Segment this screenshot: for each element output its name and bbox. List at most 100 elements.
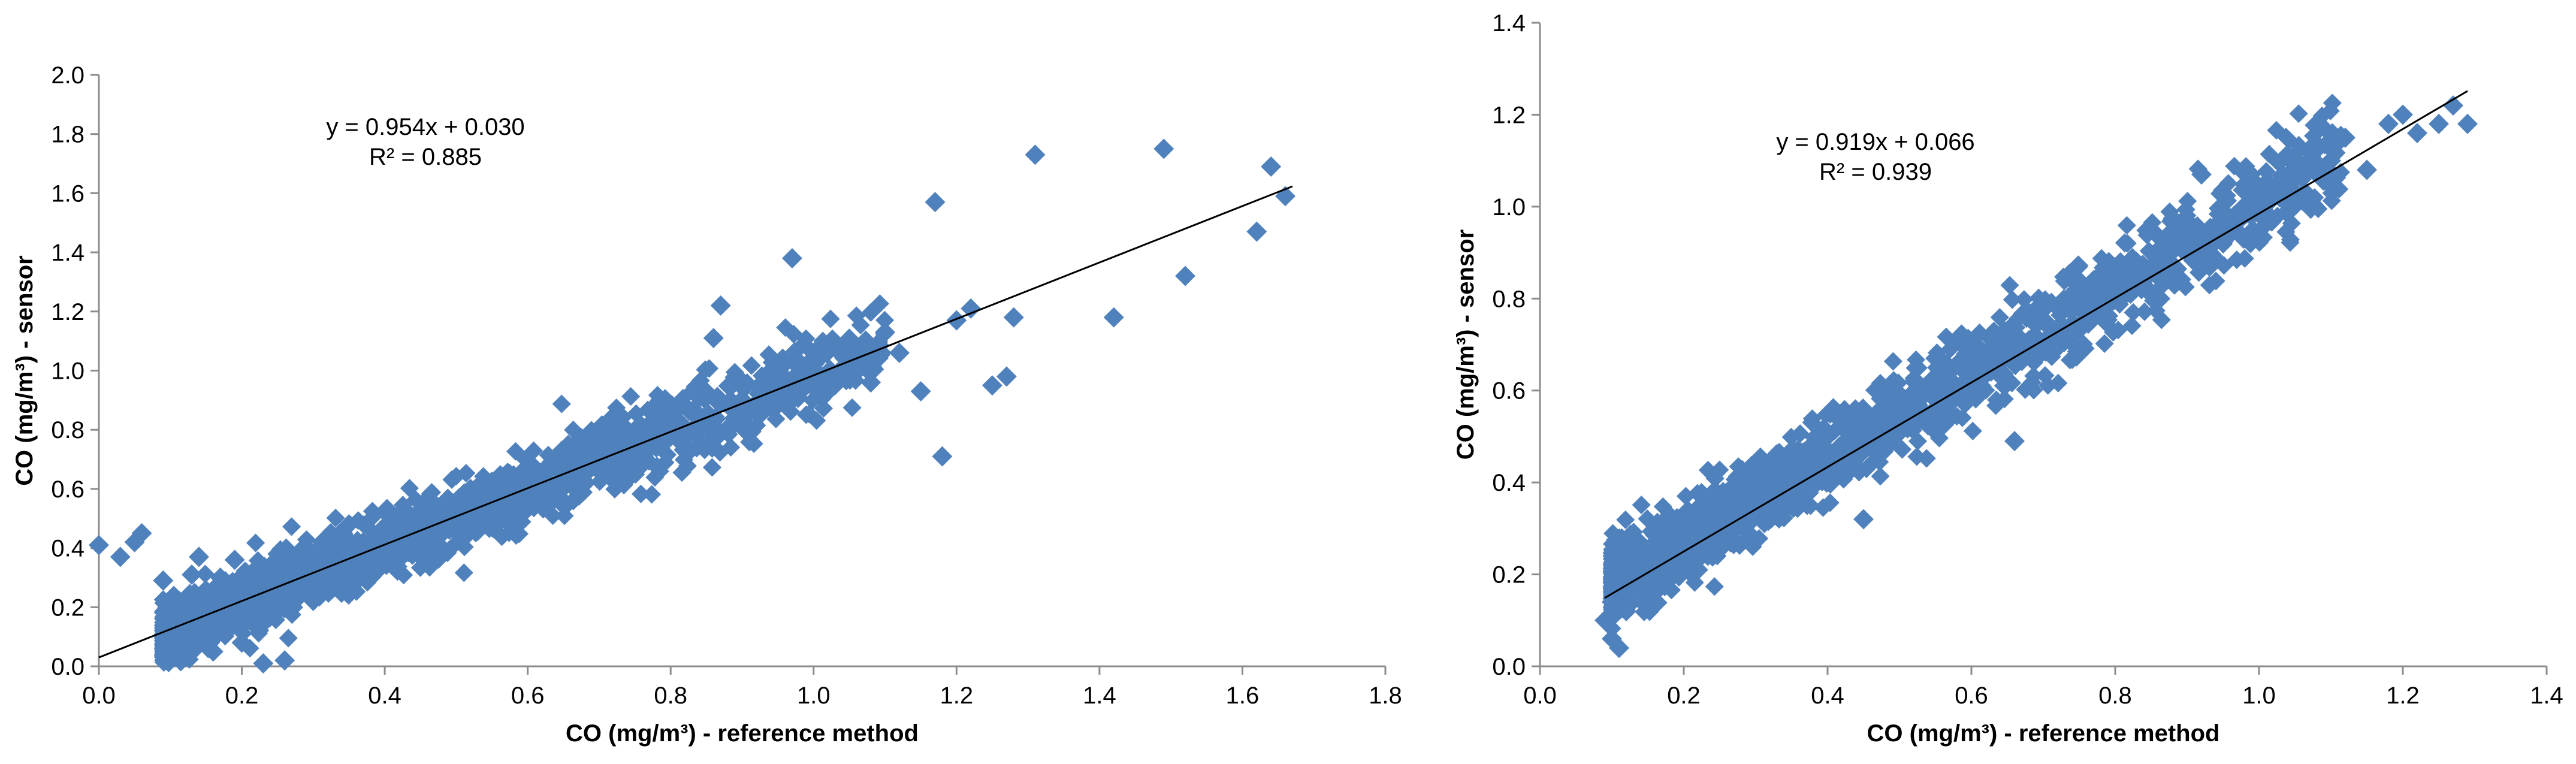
y-tick-label: 1.0 <box>51 358 84 385</box>
y-tick-label: 1.2 <box>1492 102 1526 128</box>
data-point <box>279 629 298 648</box>
data-point <box>1103 307 1124 328</box>
data-point <box>2152 310 2171 330</box>
data-point <box>946 310 967 331</box>
data-point <box>274 650 295 671</box>
trendline <box>1604 90 2468 599</box>
data-point <box>203 641 224 662</box>
data-point <box>162 597 181 616</box>
data-point <box>1947 407 1967 426</box>
data-point <box>2151 277 2170 297</box>
x-tick-label: 0.6 <box>1955 683 1988 709</box>
data-point <box>1003 307 1024 328</box>
data-point <box>1717 506 1737 525</box>
data-point <box>246 533 265 552</box>
data-point <box>1742 455 1761 475</box>
data-point <box>1784 499 1803 518</box>
data-point <box>1883 352 1902 371</box>
data-point <box>2284 198 2303 217</box>
y-tick-label: 2.0 <box>51 62 84 89</box>
y-tick-label: 1.4 <box>51 240 84 266</box>
data-point <box>2055 271 2074 291</box>
y-tick-label: 0.4 <box>51 536 84 562</box>
x-tick-label: 1.2 <box>940 683 974 709</box>
data-point <box>2013 304 2032 323</box>
data-point <box>2120 271 2139 290</box>
data-point <box>2025 331 2044 351</box>
data-point <box>282 517 301 536</box>
x-tick-label: 0.2 <box>1667 683 1701 709</box>
point-cloud <box>1602 93 2351 638</box>
data-point <box>454 563 473 582</box>
y-tick-label: 1.2 <box>51 299 84 325</box>
data-point <box>961 298 982 319</box>
x-tick-label: 1.0 <box>2242 683 2276 709</box>
y-tick-label: 0.0 <box>51 654 84 680</box>
r-squared-label: R² = 0.939 <box>1819 159 1932 185</box>
data-point <box>2003 290 2022 309</box>
data-point <box>2260 144 2279 164</box>
data-point <box>158 643 177 662</box>
data-point <box>768 384 789 404</box>
data-point <box>1175 265 1195 286</box>
data-point <box>189 546 209 567</box>
equation-label: y = 0.919x + 0.066 <box>1776 129 1974 155</box>
data-point <box>2227 250 2246 270</box>
data-point <box>552 394 571 413</box>
data-point <box>2357 159 2377 180</box>
data-point <box>2407 123 2427 144</box>
y-axis-title: CO (mg/m³) - sensor <box>1452 229 1479 460</box>
data-point <box>2296 182 2315 201</box>
data-point <box>2219 174 2238 193</box>
x-tick-label: 1.6 <box>1226 683 1260 709</box>
x-axis-title: CO (mg/m³) - reference method <box>1867 720 2220 747</box>
data-point <box>2193 227 2212 246</box>
data-point <box>588 461 609 482</box>
data-point <box>925 192 946 213</box>
data-point <box>2118 234 2137 253</box>
data-point <box>195 564 215 584</box>
data-point <box>224 549 245 570</box>
data-point <box>1990 308 2009 327</box>
data-point <box>2457 113 2478 134</box>
x-tick-label: 0.6 <box>511 683 545 709</box>
data-point <box>1871 467 1890 486</box>
data-point <box>1653 497 1672 516</box>
data-point <box>182 641 203 662</box>
data-point <box>703 328 724 349</box>
data-point <box>2095 334 2114 353</box>
data-point <box>1671 524 1690 543</box>
data-point <box>2022 373 2042 392</box>
data-point <box>1698 460 1717 480</box>
y-axis-title: CO (mg/m³) - sensor <box>11 255 38 485</box>
data-point <box>889 342 910 363</box>
data-point <box>492 527 512 546</box>
data-point <box>171 653 191 672</box>
data-point <box>1638 509 1657 529</box>
r-squared-label: R² = 0.885 <box>369 144 482 170</box>
data-point <box>1705 577 1724 596</box>
data-point <box>2182 248 2201 267</box>
data-point <box>910 381 931 402</box>
y-tick-label: 0.6 <box>1492 378 1526 404</box>
data-point <box>238 576 259 597</box>
data-point <box>89 535 109 555</box>
data-point <box>110 546 131 567</box>
x-tick-label: 0.4 <box>368 683 401 709</box>
data-point <box>2176 200 2196 219</box>
data-point <box>2135 302 2154 321</box>
data-point <box>1246 221 1267 242</box>
data-point <box>153 570 174 591</box>
data-point <box>2109 321 2128 340</box>
x-tick-label: 0.8 <box>654 683 687 709</box>
y-tick-label: 0.0 <box>1492 654 1526 680</box>
data-point <box>1804 428 1823 447</box>
data-point <box>631 484 651 503</box>
data-point <box>2267 120 2286 140</box>
data-point <box>2163 209 2182 228</box>
data-point <box>932 446 953 467</box>
data-point <box>1958 383 1977 403</box>
data-point <box>1683 557 1702 576</box>
